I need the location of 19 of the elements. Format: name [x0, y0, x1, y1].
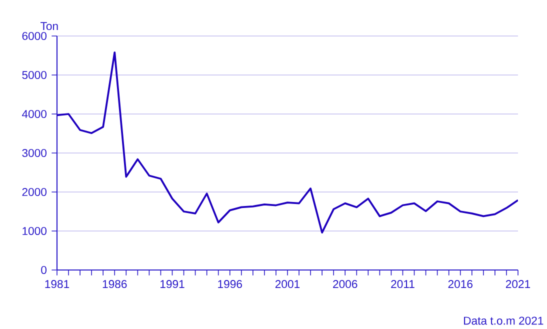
x-tick-label: 1986 [102, 280, 127, 288]
x-tick-label: 2001 [275, 280, 300, 288]
y-tick-label: 2000 [22, 188, 47, 196]
x-tick-label: 2016 [448, 280, 472, 288]
x-tick-label: 1991 [160, 280, 184, 288]
y-tick-label: 4000 [22, 110, 47, 118]
y-tick-label: 6000 [22, 32, 47, 40]
x-tick-label: 2021 [506, 280, 530, 288]
y-tick-label: 3000 [22, 149, 47, 158]
line-series [57, 51, 518, 234]
x-tick-label: 2011 [391, 280, 414, 288]
y-tick-label: 0 [41, 266, 47, 274]
y-tick-label: 5000 [22, 71, 47, 80]
y-tick-label: 1000 [22, 226, 47, 236]
x-tick-label: 1981 [45, 280, 70, 288]
y-axis-title: Ton [40, 22, 58, 30]
x-tick-label: 2006 [333, 280, 358, 288]
text: Data t.o.m 2021 [464, 316, 544, 325]
x-tick-label: 1996 [218, 280, 242, 288]
